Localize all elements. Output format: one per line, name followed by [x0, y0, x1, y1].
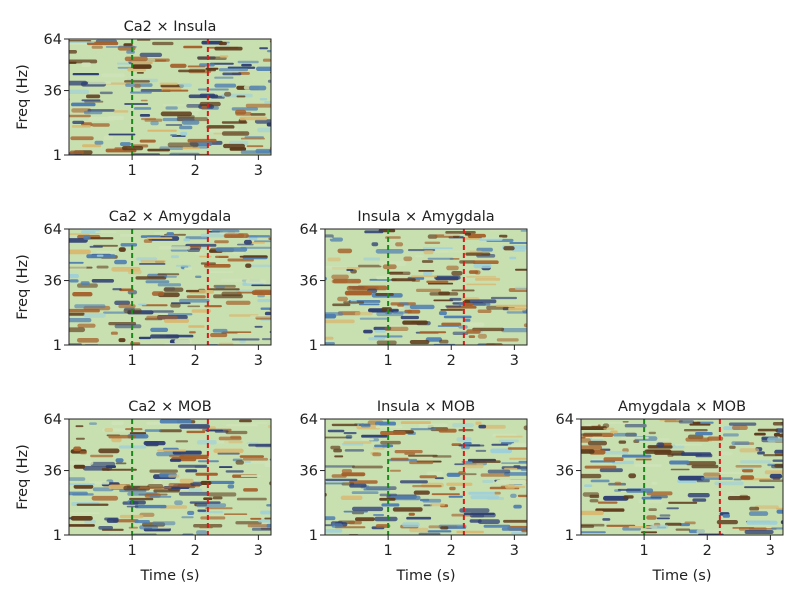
- x-tick-label: 2: [191, 543, 200, 559]
- subplot-4: Ca2 × MOB 1 2 3 1 36 64 Freq (Hz) Time (s): [15, 399, 272, 584]
- y-tick-label: 1: [565, 528, 574, 544]
- x-tick-label: 2: [191, 353, 200, 369]
- heatmap-image: [69, 229, 271, 345]
- subplot-title: Insula × MOB: [377, 399, 475, 415]
- y-tick-label: 1: [53, 338, 62, 354]
- axes-frame: [68, 38, 272, 156]
- x-tick-label: 3: [254, 163, 263, 179]
- x-tick-label: 3: [766, 543, 775, 559]
- y-tick-label: 64: [300, 222, 318, 238]
- x-tick-label: 3: [254, 543, 263, 559]
- subplot-3: Insula × Amygdala 1 2 3 1 36 64: [300, 209, 528, 369]
- axes-frame: [580, 418, 784, 536]
- y-tick-label: 36: [44, 274, 62, 290]
- x-tick-label: 1: [640, 543, 649, 559]
- subplot-title: Ca2 × Insula: [124, 19, 217, 35]
- x-tick-label: 2: [191, 163, 200, 179]
- x-tick-label: 1: [128, 163, 137, 179]
- x-tick-label: 2: [447, 353, 456, 369]
- y-tick-label: 1: [309, 338, 318, 354]
- y-tick-label: 1: [309, 528, 318, 544]
- y-axis-label: Freq (Hz): [15, 444, 31, 510]
- x-tick-label: 3: [254, 353, 263, 369]
- x-tick-label: 1: [384, 543, 393, 559]
- subplot-6: Amygdala × MOB 1 2 3 1 36 64 Time (s): [556, 399, 784, 584]
- axes-frame: [68, 418, 272, 536]
- heatmap-image: [69, 39, 271, 155]
- y-tick-label: 1: [53, 528, 62, 544]
- x-axis-label: Time (s): [140, 568, 200, 584]
- heatmap-image: [325, 229, 527, 345]
- y-axis-label: Freq (Hz): [15, 254, 31, 320]
- y-axis-label: Freq (Hz): [15, 64, 31, 130]
- subplot-title: Insula × Amygdala: [357, 209, 494, 225]
- y-tick-label: 64: [44, 222, 62, 238]
- heatmap-image: [325, 419, 527, 535]
- axes-frame: [68, 228, 272, 346]
- y-tick-label: 1: [53, 148, 62, 164]
- x-tick-label: 1: [128, 353, 137, 369]
- y-tick-label: 36: [300, 464, 318, 480]
- x-tick-label: 3: [510, 353, 519, 369]
- x-tick-label: 1: [384, 353, 393, 369]
- x-tick-label: 3: [510, 543, 519, 559]
- y-tick-label: 36: [44, 84, 62, 100]
- x-tick-label: 1: [128, 543, 137, 559]
- x-axis-label: Time (s): [396, 568, 456, 584]
- heatmap-image: [581, 419, 783, 535]
- subplot-title: Amygdala × MOB: [618, 399, 746, 415]
- y-tick-label: 64: [44, 32, 62, 48]
- y-tick-label: 36: [300, 274, 318, 290]
- subplot-5: Insula × MOB 1 2 3 1 36 64 Time (s): [300, 399, 528, 584]
- x-tick-label: 2: [447, 543, 456, 559]
- y-tick-label: 64: [44, 412, 62, 428]
- subplot-2: Ca2 × Amygdala 1 2 3 1 36 64 Freq (Hz): [15, 209, 272, 369]
- subplot-1: Ca2 × Insula 1 2 3 1 36 64 Freq (Hz): [15, 19, 272, 179]
- axes-frame: [324, 418, 528, 536]
- x-axis-label: Time (s): [652, 568, 712, 584]
- subplot-title: Ca2 × Amygdala: [109, 209, 231, 225]
- heatmap-image: [69, 419, 271, 535]
- subplot-title: Ca2 × MOB: [128, 399, 211, 415]
- axes-frame: [324, 228, 528, 346]
- y-tick-label: 36: [44, 464, 62, 480]
- x-tick-label: 2: [703, 543, 712, 559]
- y-tick-label: 64: [300, 412, 318, 428]
- y-tick-label: 64: [556, 412, 574, 428]
- y-tick-label: 36: [556, 464, 574, 480]
